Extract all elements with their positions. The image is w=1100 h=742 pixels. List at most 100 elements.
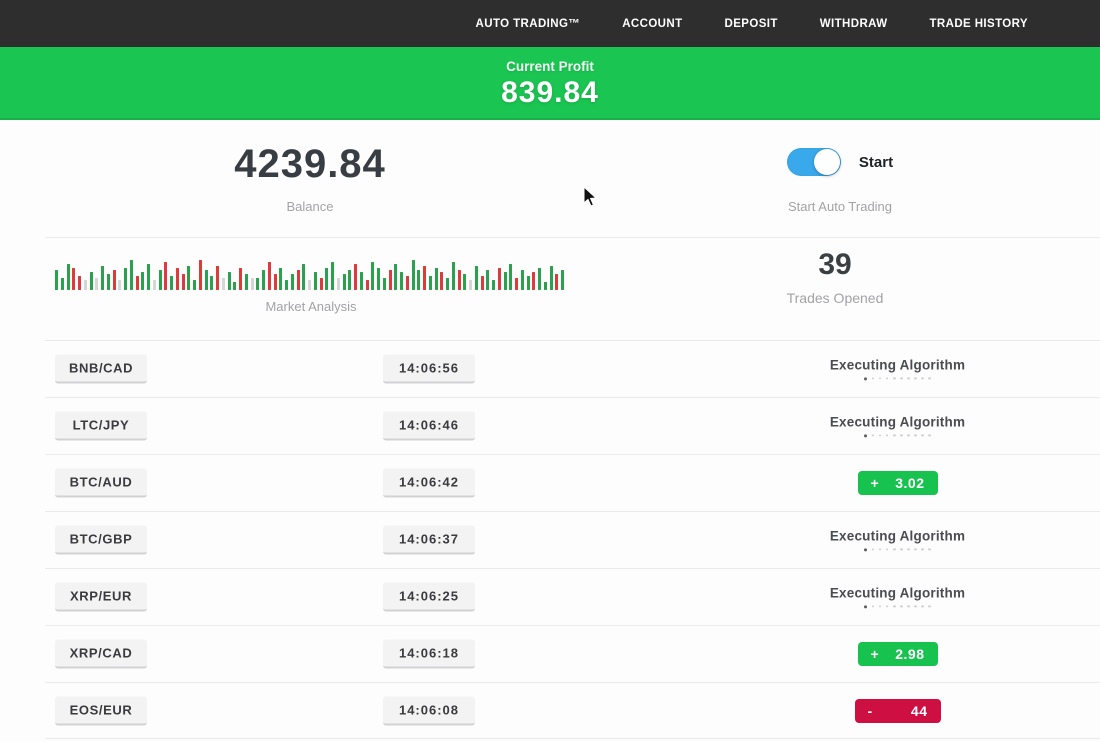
market-bar bbox=[239, 268, 242, 290]
trade-status: Executing Algorithm bbox=[780, 414, 1015, 438]
badge-amount: 44 bbox=[910, 702, 928, 719]
market-bar bbox=[354, 264, 357, 290]
market-bar bbox=[492, 280, 495, 290]
market-bar bbox=[193, 280, 196, 290]
badge-amount: 3.02 bbox=[895, 474, 925, 491]
market-bar bbox=[342, 274, 346, 290]
progress-dot bbox=[871, 605, 875, 608]
progress-dot bbox=[921, 548, 924, 551]
progress-dot bbox=[921, 605, 924, 608]
market-bar bbox=[95, 278, 99, 290]
market-bar bbox=[348, 270, 352, 290]
market-bar bbox=[302, 264, 306, 290]
market-bar bbox=[526, 276, 530, 290]
market-bar bbox=[112, 270, 116, 290]
progress-dot bbox=[885, 377, 889, 380]
auto-trading-toggle[interactable] bbox=[786, 148, 841, 176]
progress-dot bbox=[914, 605, 917, 608]
market-bar bbox=[428, 276, 432, 290]
market-bar bbox=[423, 266, 426, 290]
progress-dot bbox=[900, 377, 903, 380]
progress-dot bbox=[928, 434, 932, 437]
trade-row: BTC/AUD 14:06:42 +3.02 bbox=[0, 454, 1100, 511]
market-bar bbox=[440, 272, 444, 290]
auto-trading-block: Start Start Auto Trading bbox=[700, 148, 980, 214]
nav-item-account[interactable]: ACCOUNT bbox=[622, 17, 683, 30]
market-bar bbox=[216, 266, 219, 290]
market-bar bbox=[371, 262, 375, 290]
profit-badge: +3.02 bbox=[857, 470, 938, 495]
trade-row: BTC/GBP 14:06:37 Executing Algorithm bbox=[0, 511, 1100, 568]
toggle-row: Start bbox=[786, 148, 894, 176]
trade-time-chip: 14:06:42 bbox=[383, 468, 475, 497]
market-bar bbox=[78, 276, 81, 290]
market-bar bbox=[509, 264, 513, 290]
market-bar bbox=[313, 272, 317, 290]
market-bar bbox=[170, 276, 173, 290]
progress-dot bbox=[871, 548, 875, 551]
market-analysis-block: Market Analysis bbox=[55, 254, 567, 314]
executing-label: Executing Algorithm bbox=[829, 527, 966, 543]
market-analysis-label: Market Analysis bbox=[265, 299, 357, 314]
progress-dot bbox=[885, 434, 889, 437]
loss-badge: - 44 bbox=[854, 698, 941, 723]
market-bar bbox=[147, 264, 150, 290]
progress-dot bbox=[863, 604, 868, 609]
market-bar bbox=[175, 268, 179, 290]
progress-dot bbox=[863, 433, 868, 438]
market-bar bbox=[474, 266, 478, 290]
badge-amount: 2.98 bbox=[895, 645, 925, 662]
trades-opened-label: Trades Opened bbox=[786, 290, 884, 306]
progress-dot bbox=[885, 605, 889, 608]
market-bar bbox=[118, 280, 122, 290]
trades-opened-block: 39 Trades Opened bbox=[700, 248, 970, 306]
market-bar bbox=[388, 270, 392, 290]
market-bar bbox=[129, 260, 133, 290]
trade-row: XRP/CAD 14:06:18 +2.98 bbox=[0, 625, 1100, 682]
progress-dot bbox=[878, 605, 882, 608]
trade-status: Executing Algorithm bbox=[780, 584, 1015, 609]
progress-dots bbox=[863, 376, 932, 381]
balance-block: 4239.84 Balance bbox=[160, 142, 460, 214]
nav-item-withdraw[interactable]: WITHDRAW bbox=[819, 17, 888, 30]
market-bar bbox=[555, 274, 559, 290]
market-bar bbox=[233, 282, 237, 290]
trade-status: +2.98 bbox=[780, 641, 1015, 666]
toggle-label: Start bbox=[858, 153, 894, 171]
market-bar bbox=[377, 268, 380, 290]
market-bar bbox=[101, 266, 104, 290]
progress-dot bbox=[863, 376, 868, 381]
market-bar bbox=[365, 280, 369, 290]
market-bar bbox=[256, 278, 260, 290]
market-bar bbox=[411, 260, 415, 290]
nav-item-trade-history[interactable]: TRADE HISTORY bbox=[929, 17, 1028, 30]
progress-dot bbox=[878, 548, 882, 551]
market-bar bbox=[308, 280, 311, 290]
market-bar bbox=[164, 262, 168, 290]
progress-dot bbox=[871, 377, 875, 380]
market-bar bbox=[532, 272, 536, 290]
progress-dot bbox=[914, 434, 917, 437]
trade-status: - 44 bbox=[780, 698, 1015, 723]
market-bar bbox=[204, 270, 208, 290]
account-stats-section: 4239.84 Balance Start Start Auto Trading bbox=[0, 120, 1100, 237]
nav-item-deposit[interactable]: DEPOSIT bbox=[724, 17, 778, 30]
trade-time-chip: 14:06:56 bbox=[383, 354, 475, 383]
progress-dot bbox=[907, 434, 910, 437]
market-bar bbox=[124, 268, 127, 290]
market-bar bbox=[336, 278, 340, 290]
nav-item-auto-trading[interactable]: AUTO TRADING™ bbox=[475, 17, 581, 30]
market-bar bbox=[221, 278, 225, 290]
trade-pair-chip: XRP/CAD bbox=[55, 639, 147, 668]
trade-status: Executing Algorithm bbox=[780, 527, 1015, 552]
progress-dot bbox=[900, 605, 903, 608]
market-bar bbox=[285, 280, 288, 290]
trade-pair-chip: LTC/JPY bbox=[55, 411, 147, 440]
market-bar bbox=[158, 270, 162, 290]
market-bar bbox=[503, 272, 507, 290]
badge-sign: - bbox=[867, 702, 873, 719]
market-bar bbox=[451, 262, 455, 290]
executing-label: Executing Algorithm bbox=[829, 584, 966, 600]
market-bar bbox=[359, 272, 363, 290]
trade-row: BNB/CAD 14:06:56 Executing Algorithm bbox=[0, 340, 1100, 397]
